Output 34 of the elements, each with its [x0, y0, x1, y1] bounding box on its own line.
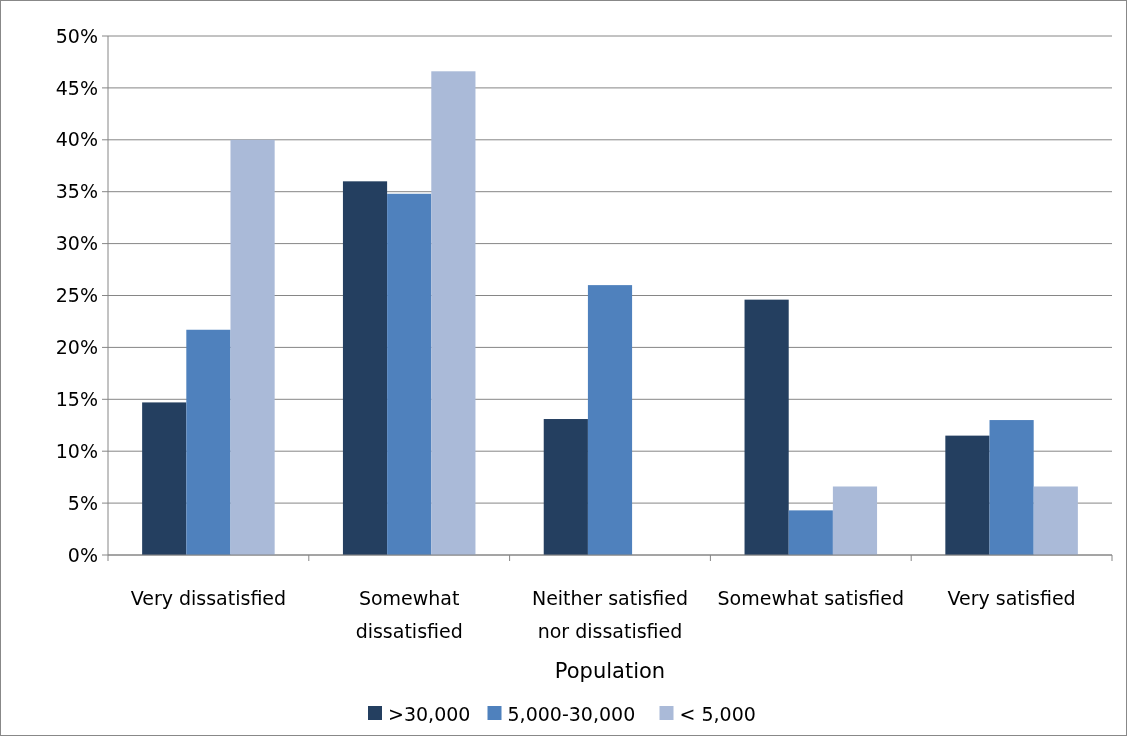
x-tick-label: Somewhat satisfied	[717, 587, 905, 609]
legend-label: >30,000	[388, 702, 471, 725]
bar	[431, 71, 476, 555]
legend-label: 5,000-30,000	[507, 702, 636, 725]
y-tick-label: 5%	[67, 491, 98, 514]
x-tick-label: Somewhat dissatisfied	[355, 587, 463, 642]
y-tick-label: 15%	[55, 387, 98, 410]
bar	[788, 510, 833, 555]
bar	[945, 435, 990, 555]
y-tick-label: 45%	[55, 76, 98, 99]
y-tick-label: 10%	[55, 439, 98, 462]
x-tick-label: Very satisfied	[947, 587, 1076, 609]
bar	[342, 181, 388, 555]
bar	[543, 419, 588, 555]
bar	[230, 139, 275, 555]
legend-label: < 5,000	[679, 702, 756, 725]
y-tick-label: 30%	[55, 232, 98, 255]
x-tick-label: Neither satisfied nor dissatisfied	[531, 587, 689, 642]
x-tick-label: Very dissatisfied	[130, 587, 287, 609]
bar	[744, 299, 789, 555]
bar	[587, 285, 633, 555]
y-tick-label: 20%	[55, 336, 98, 359]
bar	[142, 402, 187, 555]
legend-title: Population	[554, 659, 666, 683]
y-tick-label: 25%	[55, 284, 98, 307]
y-tick-label: 50%	[55, 24, 98, 47]
y-tick-label: 40%	[55, 128, 98, 151]
y-tick-label: 0%	[67, 543, 98, 566]
bar	[832, 486, 878, 555]
bar	[1033, 486, 1078, 555]
bar	[989, 420, 1034, 555]
bar	[387, 193, 432, 555]
y-tick-label: 35%	[55, 180, 98, 203]
bar	[186, 329, 231, 555]
